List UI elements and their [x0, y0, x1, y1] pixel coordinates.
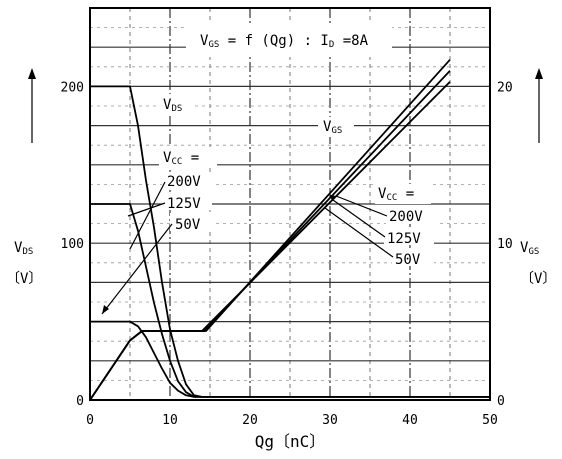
right-axis-title: VGS [520, 240, 539, 257]
vcc-legend-right: VCC = 200V 125V 50V [324, 184, 436, 268]
left-tick-label: 200 [61, 80, 84, 95]
legend-right-50v: 50V [395, 252, 421, 268]
left-axis-title: VDS [14, 240, 33, 257]
leader-line-125v [127, 202, 166, 217]
left-axis-unit: 〔V〕 [6, 271, 42, 287]
legend-left-50v: 50V [175, 217, 201, 233]
leader-line-right-50v [324, 207, 394, 258]
leader-line-200v [129, 181, 166, 250]
left-axis-arrowhead-icon [28, 68, 36, 79]
svg-text:VDS: VDS [163, 97, 182, 114]
curves [89, 59, 490, 401]
vgs-curve-label: VGS [318, 117, 354, 137]
legend-right-200v: 200V [389, 209, 423, 225]
vcc-label-left: VCC = [163, 150, 199, 167]
series-line-right-50v [89, 81, 451, 401]
tick-labels: 0 10 20 30 40 50 0 100 200 0 10 20 [61, 80, 513, 428]
vcc-label-right: VCC = [378, 186, 414, 203]
series-line-left-50v [90, 320, 490, 398]
leader-arrow-50v [102, 305, 109, 314]
vds-curve-label: VDS [158, 94, 192, 114]
x-tick-label: 30 [322, 413, 338, 428]
right-axis-arrowhead-icon [535, 68, 543, 79]
left-tick-label: 0 [76, 394, 84, 409]
leader-arrow-right [330, 195, 336, 201]
left-tick-label: 100 [61, 237, 84, 252]
leader-line-50v [101, 223, 173, 315]
x-tick-label: 50 [482, 413, 498, 428]
legend-left-125v: 125V [167, 196, 201, 212]
x-tick-label: 40 [402, 413, 418, 428]
vcc-legend-left: VCC = 200V 125V 50V [101, 147, 217, 315]
leader-line-right-125v [332, 199, 386, 238]
right-tick-label: 0 [497, 394, 505, 409]
svg-text:VGS: VGS [323, 119, 342, 136]
legend-left-200v: 200V [167, 174, 201, 190]
chart-title: VGS = f (Qg) : ID =8A [200, 33, 369, 50]
leader-line-right-200v [335, 195, 388, 217]
right-tick-label: 10 [497, 237, 513, 252]
right-axis-unit: 〔V〕 [520, 271, 556, 287]
x-axis-title: Qg〔nC〕 [255, 432, 326, 451]
x-tick-label: 0 [86, 413, 94, 428]
right-tick-label: 20 [497, 80, 513, 95]
left-axis-label: VDS 〔V〕 [6, 68, 42, 287]
x-tick-label: 20 [242, 413, 258, 428]
x-tick-label: 10 [162, 413, 178, 428]
legend-right-125v: 125V [387, 231, 421, 247]
title-group: VGS = f (Qg) : ID =8A [186, 23, 392, 57]
grid [90, 8, 490, 400]
right-axis-label: VGS 〔V〕 [520, 68, 556, 287]
